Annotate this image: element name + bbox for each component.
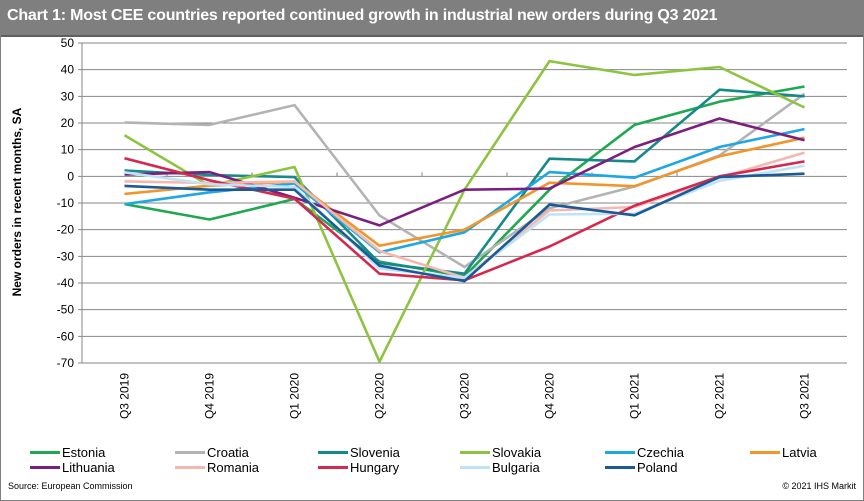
x-axis-ticks: Q3 2019 Q4 2019 Q1 2020 Q2 2020 Q3 2020 Q4 20… [118,373,812,419]
chart-title-bar: Chart 1: Most CEE countries reported con… [1,1,863,37]
legend-swatch [30,465,60,469]
legend-label: Bulgaria [492,459,540,475]
legend-swatch [175,450,205,454]
x-tick-label: Q3 2021 [798,373,812,419]
y-tick-label: -20 [57,223,75,237]
legend-item-hungary: Hungary [318,459,399,475]
y-axis-label: New orders in recent months, SA [10,107,24,296]
legend-swatch [605,465,635,469]
x-tick-label: Q4 2020 [543,373,557,419]
y-tick-label: -70 [57,356,75,370]
series-line-lithuania [124,117,805,227]
legend-label: Latvia [782,444,817,460]
legend-swatch [750,450,780,454]
series-line-croatia [124,92,806,269]
legend-label: Slovakia [492,444,542,460]
y-tick-label: -10 [57,196,75,210]
y-tick-label: 10 [61,143,75,157]
y-tick-label: -40 [57,276,75,290]
legend-label: Lithuania [62,459,115,475]
series-line-bulgaria [124,164,805,280]
legend-swatch [460,465,490,469]
y-tick-label: 30 [61,89,75,103]
legend-label: Slovenia [350,444,400,460]
y-tick-label: 50 [61,36,75,50]
legend: Estonia Croatia Slovenia Slovakia Czechia Lat… [0,440,862,480]
x-tick-label: Q2 2021 [713,373,727,419]
legend-item-poland: Poland [605,459,677,475]
legend-item-slovakia: Slovakia [460,444,541,460]
legend-item-bulgaria: Bulgaria [460,459,540,475]
y-tick-label: 40 [61,63,75,77]
legend-swatch [605,450,635,454]
legend-item-croatia: Croatia [175,444,249,460]
legend-label: Poland [637,459,678,475]
x-tick-label: Q1 2021 [628,373,642,419]
x-tick-label: Q4 2019 [203,373,217,419]
x-tick-label: Q1 2020 [288,373,302,419]
legend-swatch [318,465,348,469]
legend-item-latvia: Latvia [750,444,817,460]
legend-item-slovenia: Slovenia [318,444,400,460]
x-tick-label: Q2 2020 [373,373,387,419]
legend-label: Hungary [350,459,400,475]
legend-swatch [318,450,348,454]
legend-item-czechia: Czechia [605,444,684,460]
series-line-poland [124,172,805,283]
y-tick-label: -50 [57,303,75,317]
legend-item-romania: Romania [175,459,259,475]
y-tick-label: 20 [61,116,75,130]
x-tick-label: Q3 2020 [458,373,472,419]
series-lines [123,59,806,364]
series-line-slovenia [124,88,805,276]
legend-label: Croatia [207,444,249,460]
y-tick-label: -30 [57,249,75,263]
legend-label: Czechia [637,444,684,460]
legend-label: Estonia [62,444,106,460]
legend-label: Romania [207,459,260,475]
legend-swatch [30,450,60,454]
legend-item-lithuania: Lithuania [30,459,115,475]
x-tick-label: Q3 2019 [118,373,132,419]
y-tick-label: 0 [67,169,74,183]
chart-title: Chart 1: Most CEE countries reported con… [7,7,718,24]
y-tick-label: -60 [57,329,75,343]
line-chart: 50 40 30 20 10 0 -10 -20 -30 -40 -50 -60 -70 Q3 2019… [10,36,847,419]
legend-swatch [460,450,490,454]
y-axis-ticks: 50 40 30 20 10 0 -10 -20 -30 -40 -50 -60 -70 [57,36,75,370]
gridlines [78,42,847,364]
copyright-note: © 2021 IHS Markit [782,481,856,491]
source-note: Source: European Commission [8,481,133,491]
legend-item-estonia: Estonia [30,444,105,460]
legend-swatch [175,465,205,469]
